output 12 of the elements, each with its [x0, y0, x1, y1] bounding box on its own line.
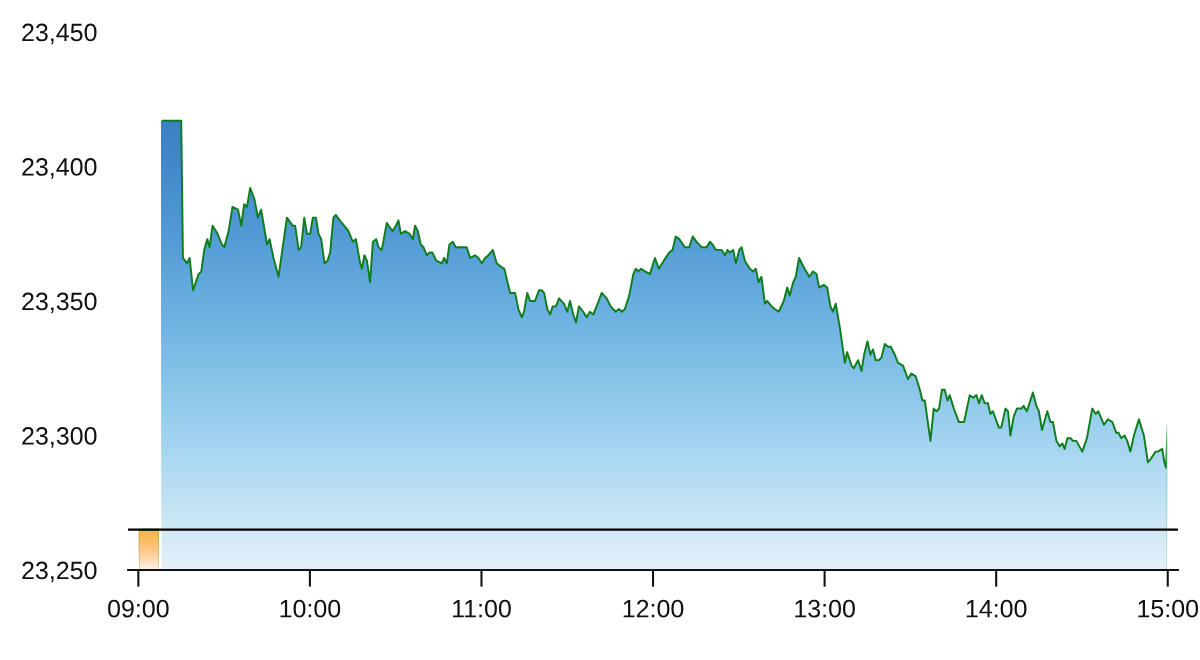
- y-tick-label: 23,450: [22, 23, 97, 45]
- x-tick-label: 15:00: [1138, 599, 1199, 618]
- x-tick-label: 14:00: [966, 599, 1027, 618]
- y-tick-label: 23,250: [22, 561, 97, 583]
- y-tick-label: 23,400: [22, 158, 97, 179]
- y-tick-label: 23,300: [22, 427, 97, 448]
- x-tick-label: 09:00: [108, 599, 169, 618]
- x-tick-label: 13:00: [795, 599, 855, 618]
- y-tick-label: 23,350: [22, 292, 97, 314]
- x-tick-label: 11:00: [453, 599, 511, 618]
- x-tick-label: 10:00: [280, 599, 341, 618]
- x-tick-label: 12:00: [623, 599, 684, 618]
